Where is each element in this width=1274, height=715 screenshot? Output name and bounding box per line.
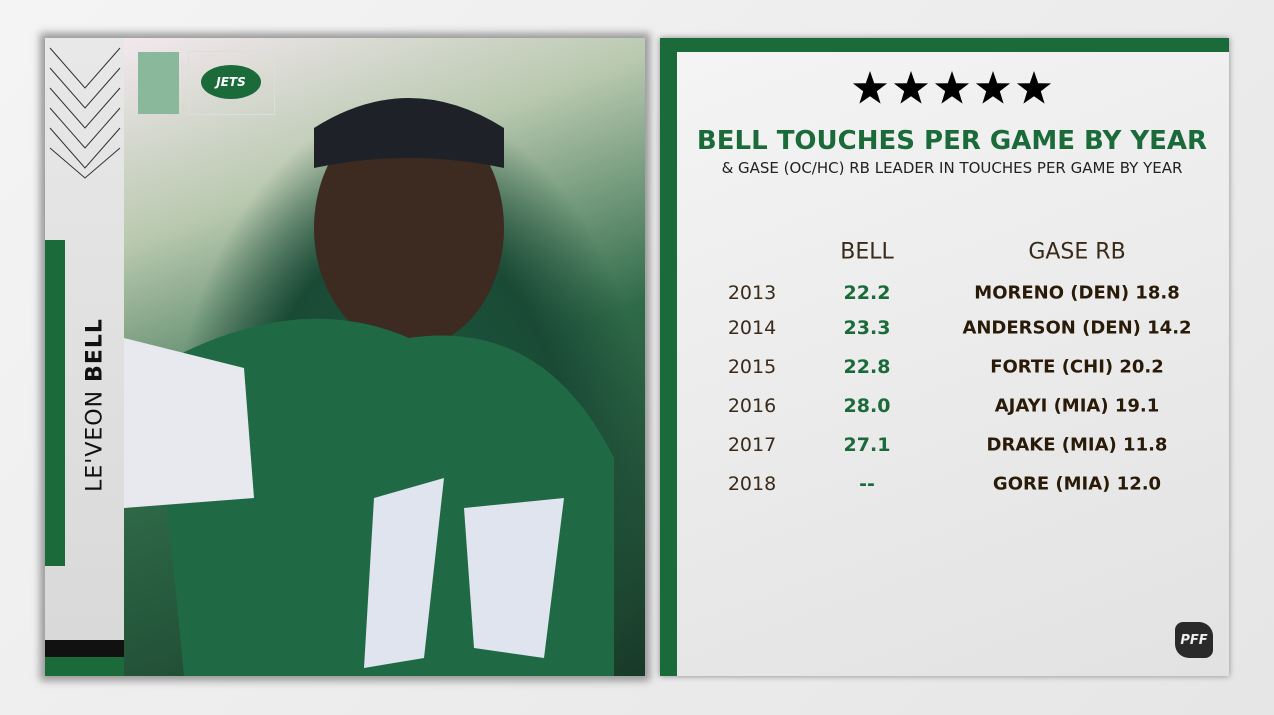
gase-leader: MORENO (DEN) 18.8 [974, 282, 1180, 304]
bell-value: 23.3 [843, 317, 891, 339]
bell-value: 22.8 [843, 356, 891, 378]
green-bar [45, 240, 65, 566]
gase-leader: ANDERSON (DEN) 14.2 [962, 317, 1192, 339]
stars [852, 71, 1052, 104]
gase-leader: DRAKE (MIA) 11.8 [986, 434, 1168, 456]
black-bar [45, 640, 124, 657]
photo-figure [124, 98, 614, 676]
player-photo [124, 38, 645, 676]
column-header: BELL [840, 239, 894, 265]
table-panel [677, 52, 1229, 676]
gase-leader: FORTE (CHI) 20.2 [990, 356, 1164, 378]
year: 2018 [727, 473, 777, 495]
title: BELL TOUCHES PER GAME BY YEAR [696, 126, 1208, 156]
year: 2016 [727, 395, 777, 417]
gase-leader: GORE (MIA) 12.0 [992, 473, 1162, 495]
brand-logo: PFF [1175, 622, 1213, 658]
first-name: LE'VEON [82, 389, 108, 492]
year: 2014 [727, 317, 777, 339]
logo-box: JETS [188, 51, 275, 115]
player-name: LE'VEON BELL [83, 318, 108, 492]
logo: JETS [201, 65, 261, 99]
year: 2017 [727, 434, 777, 456]
logo-square [138, 52, 179, 114]
bell-value: 22.2 [843, 282, 891, 304]
subtitle: & GASE (OC/HC) RB LEADER IN TOUCHES PER … [721, 159, 1183, 177]
last-name: BELL [82, 318, 108, 382]
bell-value: -- [859, 473, 875, 495]
chevrons [49, 47, 121, 179]
column-header: GASE RB [1028, 239, 1126, 265]
bell-value: 28.0 [843, 395, 891, 417]
year: 2015 [727, 356, 777, 378]
year: 2013 [727, 282, 777, 304]
gase-leader: AJAYI (MIA) 19.1 [994, 395, 1160, 417]
bell-value: 27.1 [843, 434, 891, 456]
green-bar-bottom [45, 657, 124, 676]
